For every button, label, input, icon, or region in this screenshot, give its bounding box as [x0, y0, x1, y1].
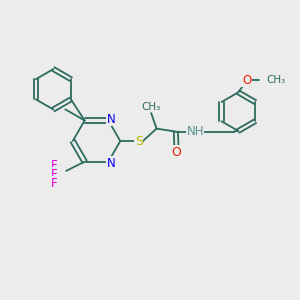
Text: NH: NH: [186, 125, 204, 138]
Text: O: O: [172, 146, 182, 159]
Text: O: O: [242, 74, 251, 87]
Text: CH₃: CH₃: [267, 76, 286, 85]
Text: N: N: [106, 157, 115, 170]
Text: F: F: [51, 177, 58, 190]
Text: F: F: [51, 159, 58, 172]
Text: CH₃: CH₃: [142, 102, 161, 112]
Text: S: S: [135, 135, 143, 148]
Text: N: N: [106, 112, 115, 125]
Text: F: F: [51, 168, 58, 181]
